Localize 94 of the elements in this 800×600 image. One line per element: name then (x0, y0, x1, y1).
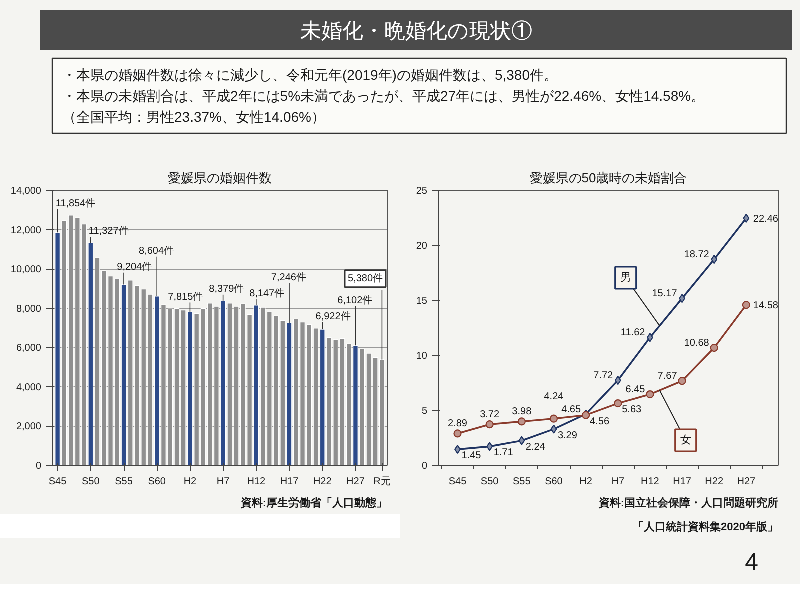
y-tick-label: 0 (422, 461, 428, 472)
x-tick-label: S55 (513, 476, 532, 488)
y-tick-label: 10 (416, 351, 428, 362)
x-tick-label: S55 (115, 476, 134, 488)
chart-title: 愛媛県の50歳時の未婚割合 (530, 170, 688, 186)
data-label: 15.17 (652, 288, 678, 300)
data-label: 22.46 (753, 214, 779, 225)
data-label: 10.68 (684, 338, 710, 350)
point (486, 420, 494, 429)
point (454, 430, 462, 438)
data-label: 2.89 (448, 418, 468, 430)
chart-title: 愛媛県の婚姻件数 (168, 170, 272, 186)
y-tick-label: 12,000 (10, 225, 42, 236)
y-tick-label: 6,000 (16, 343, 42, 354)
data-label: 3.29 (558, 430, 578, 442)
x-tick-label: H27 (346, 476, 366, 488)
data-label: 8,604件 (139, 246, 174, 257)
data-label: 1.45 (462, 450, 482, 462)
y-tick-label: 0 (36, 461, 42, 472)
text: ・本県の未婚割合は、平成2年には5%未満であったが、平成27年には、男性が22.46%、女性14.58%。 (62, 88, 706, 104)
text: 資料:厚生労働省「人口動態」 (240, 496, 388, 510)
x-tick-label: H2 (184, 476, 198, 488)
x-tick-label: H22 (705, 476, 724, 488)
data-label: 11,854件 (56, 198, 96, 210)
text: 未婚化・晩婚化の現状① (300, 20, 532, 43)
data-label: 9,204件 (117, 262, 152, 273)
data-label: 5,380件 (348, 273, 384, 284)
x-tick-label: S45 (48, 476, 68, 488)
y-tick-label: 20 (416, 241, 428, 252)
data-label: 4.24 (544, 391, 564, 402)
data-label: 1.71 (494, 448, 514, 459)
point (646, 333, 654, 342)
x-tick-label: S60 (545, 476, 564, 488)
x-tick-label: H2 (580, 476, 593, 488)
data-label: 18.72 (684, 250, 710, 261)
data-label: 6,922件 (316, 311, 351, 322)
point (743, 214, 750, 223)
data-label: 11,327件 (88, 226, 129, 238)
x-tick-label: S50 (82, 476, 100, 488)
y-tick-label: 15 (416, 296, 428, 307)
text: 女 (680, 434, 692, 447)
data-label: 3.98 (512, 406, 532, 418)
data-label: 8,147件 (250, 288, 285, 300)
data-label: 11.62 (620, 328, 646, 339)
point (646, 390, 654, 399)
text: ・本県の婚姻件数は徐々に減少し、令和元年(2019年)の婚姻件数は、5,380件。 (62, 67, 558, 83)
point (518, 436, 526, 446)
text: 4 (745, 549, 759, 576)
point (614, 376, 622, 386)
point (518, 418, 526, 426)
point (742, 301, 750, 310)
point (550, 424, 558, 434)
data-label: 7,246件 (271, 272, 306, 284)
y-tick-label: 10,000 (10, 264, 42, 276)
y-tick-label: 2,000 (16, 422, 42, 433)
data-label: 7.72 (594, 370, 614, 382)
x-tick-label: H22 (313, 476, 332, 488)
data-label: 3.72 (480, 410, 500, 421)
x-tick-label: H17 (280, 476, 300, 488)
y-tick-label: 25 (416, 186, 428, 197)
data-label: 5.63 (622, 404, 642, 416)
text: 男 (620, 272, 632, 284)
text: （全国平均：男性23.37%、女性14.06%） (62, 109, 326, 125)
data-label: 2.24 (526, 442, 546, 453)
point (614, 400, 622, 408)
point (678, 377, 686, 386)
y-tick-label: 14,000 (10, 186, 42, 197)
y-tick-label: 4,000 (16, 382, 42, 394)
point (711, 255, 718, 264)
data-label: 6,102件 (338, 295, 373, 306)
data-label: 8,379件 (209, 284, 244, 295)
y-tick-label: 5 (422, 406, 428, 417)
x-tick-label: H12 (641, 476, 660, 488)
point (486, 442, 494, 452)
x-tick-label: S50 (480, 476, 500, 488)
data-label: 7,815件 (168, 292, 204, 303)
data-label: 6.45 (626, 384, 646, 396)
data-label: 14.58 (753, 300, 779, 312)
text: 資料:国立社会保障・人口問題研究所 (598, 496, 779, 510)
x-tick-label: H7 (612, 476, 625, 488)
point (710, 344, 718, 352)
point (550, 414, 558, 423)
x-tick-label: H7 (216, 476, 230, 488)
data-label: 4.56 (590, 416, 610, 428)
data-label: 4.65 (562, 404, 582, 416)
x-tick-label: S45 (448, 476, 468, 488)
x-tick-label: H27 (737, 476, 756, 488)
text: 「人口統計資料集2020年版」 (633, 520, 779, 534)
x-tick-label: R元 (374, 476, 391, 488)
y-tick-label: 8,000 (16, 304, 42, 315)
x-tick-label: H12 (247, 476, 266, 488)
x-tick-label: S60 (148, 476, 166, 488)
data-label: 7.67 (658, 371, 678, 382)
x-tick-label: H17 (673, 476, 692, 488)
